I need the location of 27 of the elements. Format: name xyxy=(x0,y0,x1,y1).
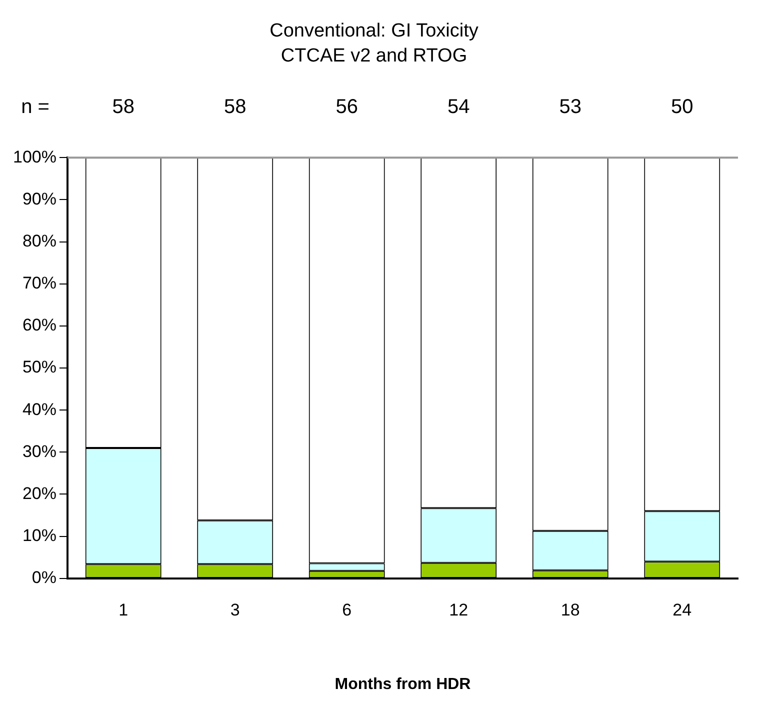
y-tick-label: 90% xyxy=(22,189,56,208)
y-tick-label: 100% xyxy=(12,147,56,166)
y-tick-label: 10% xyxy=(22,526,56,546)
x-tick-label: 12 xyxy=(449,600,468,620)
y-tick-label: 50% xyxy=(22,358,56,377)
x-tick-label: 1 xyxy=(118,600,128,620)
y-tick-label: 80% xyxy=(22,231,56,250)
chart-title: Conventional: GI Toxicity xyxy=(270,20,479,42)
x-tick-label: 3 xyxy=(230,600,240,620)
text: 50 xyxy=(671,96,694,118)
y-tick-label: 40% xyxy=(22,400,56,419)
y-tick-label: 20% xyxy=(22,484,56,503)
x-tick-label: 24 xyxy=(672,600,692,620)
text: 58 xyxy=(112,96,134,118)
x-tick-label: 18 xyxy=(560,600,580,620)
y-tick-label: 0% xyxy=(32,568,56,588)
text: n = xyxy=(21,96,50,118)
x-tick-label: 6 xyxy=(342,600,352,620)
text: 54 xyxy=(447,96,470,118)
y-tick-label: 70% xyxy=(22,274,56,293)
text: 56 xyxy=(336,96,358,118)
text: 58 xyxy=(224,96,246,118)
y-tick-label: 60% xyxy=(22,316,56,335)
x-axis-title: Months from HDR xyxy=(334,676,472,693)
text: 53 xyxy=(559,96,582,118)
y-tick-label: 30% xyxy=(22,442,56,461)
chart-subtitle: CTCAE v2 and RTOG xyxy=(280,45,468,66)
